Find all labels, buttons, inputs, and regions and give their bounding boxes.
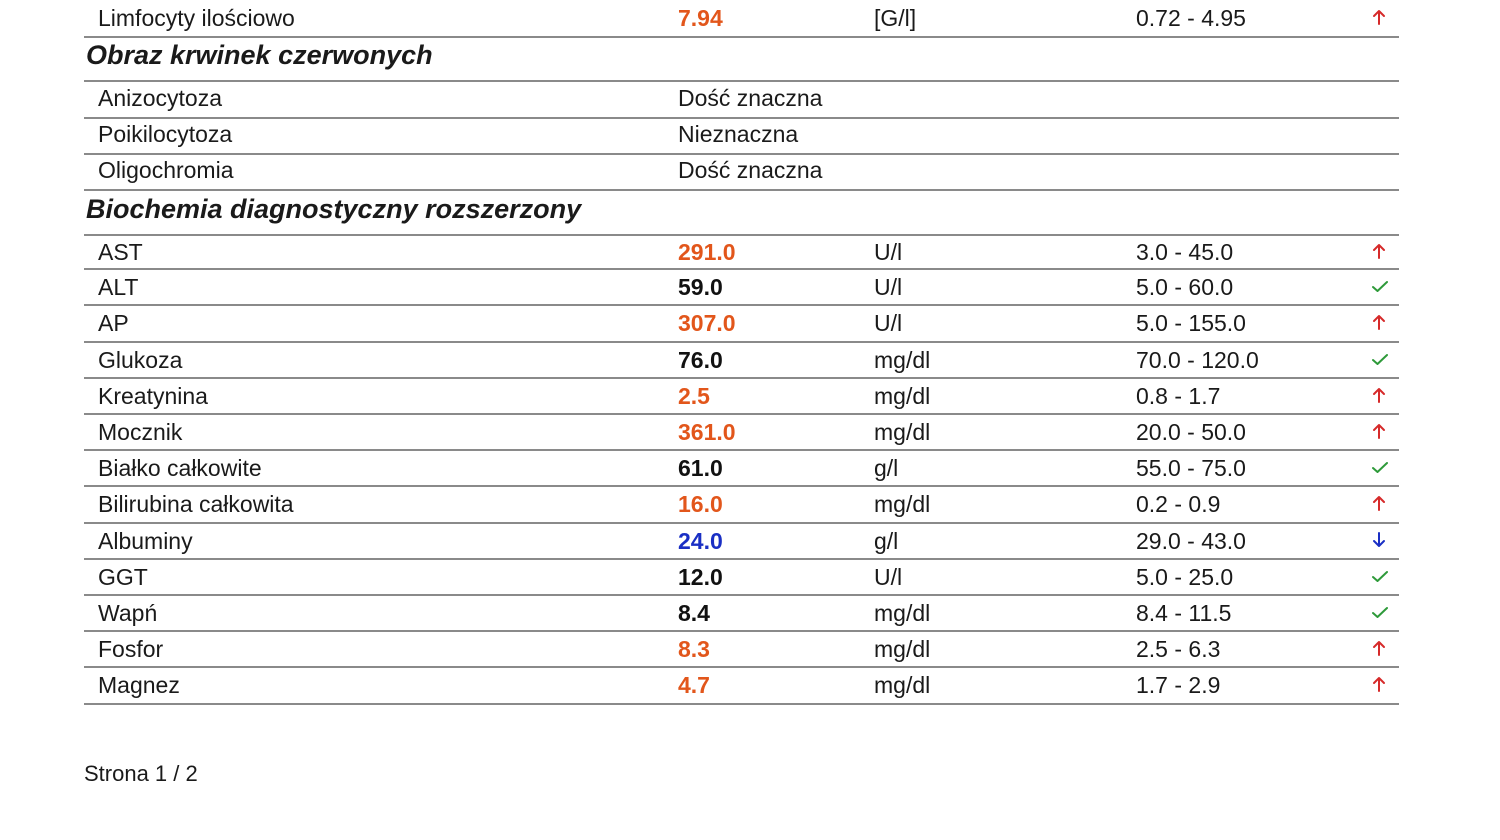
- test-name: Limfocyty ilościowo: [98, 5, 295, 31]
- test-value: 59.0: [678, 274, 723, 300]
- test-value: 76.0: [678, 347, 723, 373]
- test-result: Dość znaczna: [678, 85, 823, 111]
- result-row: Albuminy 24.0 g/l 29.0 - 43.0: [84, 524, 1399, 560]
- test-unit: [G/l]: [874, 5, 917, 31]
- test-name: GGT: [98, 564, 148, 590]
- test-value: 24.0: [678, 528, 723, 554]
- test-reference-range: 20.0 - 50.0: [1136, 419, 1246, 445]
- section-title-biochemistry: Biochemia diagnostyczny rozszerzony: [86, 194, 582, 224]
- test-unit: g/l: [874, 528, 899, 554]
- test-name: Oligochromia: [98, 157, 234, 183]
- test-reference-range: 5.0 - 60.0: [1136, 274, 1234, 300]
- result-row: AP 307.0 U/l 5.0 - 155.0: [84, 306, 1399, 343]
- test-value: 16.0: [678, 491, 723, 517]
- test-unit: g/l: [874, 455, 899, 481]
- test-reference-range: 5.0 - 155.0: [1136, 310, 1246, 336]
- arrow-up-icon: [1372, 422, 1386, 440]
- test-reference-range: 29.0 - 43.0: [1136, 528, 1246, 554]
- result-row: Glukoza 76.0 mg/dl 70.0 - 120.0: [84, 343, 1399, 379]
- result-row: GGT 12.0 U/l 5.0 - 25.0: [84, 560, 1399, 596]
- test-unit: U/l: [874, 564, 903, 590]
- test-name: Fosfor: [98, 636, 164, 662]
- rbc-row: Oligochromia Dość znaczna: [84, 153, 1399, 191]
- test-value: 4.7: [678, 672, 710, 698]
- test-unit: U/l: [874, 274, 903, 300]
- check-icon: [1372, 277, 1388, 295]
- test-unit: mg/dl: [874, 672, 931, 698]
- test-reference-range: 55.0 - 75.0: [1136, 455, 1246, 481]
- test-reference-range: 5.0 - 25.0: [1136, 564, 1234, 590]
- test-reference-range: 3.0 - 45.0: [1136, 239, 1234, 265]
- test-name: Magnez: [98, 672, 180, 698]
- result-row: Bilirubina całkowita 16.0 mg/dl 0.2 - 0.9: [84, 487, 1399, 524]
- section-title-rbc: Obraz krwinek czerwonych: [86, 40, 433, 70]
- test-unit: mg/dl: [874, 491, 931, 517]
- page-number: Strona 1 / 2: [84, 761, 198, 786]
- result-row: Magnez 4.7 mg/dl 1.7 - 2.9: [84, 668, 1399, 705]
- arrow-up-icon: [1372, 242, 1386, 260]
- result-row: Fosfor 8.3 mg/dl 2.5 - 6.3: [84, 632, 1399, 668]
- check-icon: [1372, 567, 1388, 585]
- test-name: Poikilocytoza: [98, 121, 233, 147]
- test-value: 307.0: [678, 310, 736, 336]
- test-reference-range: 0.8 - 1.7: [1136, 383, 1221, 409]
- test-name: Albuminy: [98, 528, 193, 554]
- result-row-limfocyty: Limfocyty ilościowo 7.94 [G/l] 0.72 - 4.…: [84, 0, 1399, 38]
- arrow-down-icon: [1372, 531, 1386, 549]
- test-result: Nieznaczna: [678, 121, 799, 147]
- test-name: AST: [98, 239, 143, 265]
- test-value: 8.3: [678, 636, 710, 662]
- test-reference-range: 0.2 - 0.9: [1136, 491, 1221, 517]
- rbc-row: Poikilocytoza Nieznaczna: [84, 117, 1399, 155]
- test-value: 8.4: [678, 600, 710, 626]
- test-result: Dość znaczna: [678, 157, 823, 183]
- check-icon: [1372, 458, 1388, 476]
- test-reference-range: 0.72 - 4.95: [1136, 5, 1246, 31]
- arrow-up-icon: [1372, 675, 1386, 693]
- test-unit: U/l: [874, 310, 903, 336]
- arrow-up-icon: [1372, 8, 1386, 26]
- arrow-up-icon: [1372, 494, 1386, 512]
- test-unit: U/l: [874, 239, 903, 265]
- arrow-up-icon: [1372, 313, 1386, 331]
- check-icon: [1372, 350, 1388, 368]
- test-value: 7.94: [678, 5, 723, 31]
- test-unit: mg/dl: [874, 347, 931, 373]
- test-name: Anizocytoza: [98, 85, 223, 111]
- test-name: Glukoza: [98, 347, 183, 373]
- result-row: AST 291.0 U/l 3.0 - 45.0: [84, 234, 1399, 270]
- test-reference-range: 8.4 - 11.5: [1136, 600, 1232, 626]
- result-row: Białko całkowite 61.0 g/l 55.0 - 75.0: [84, 451, 1399, 487]
- result-row: Wapń 8.4 mg/dl 8.4 - 11.5: [84, 596, 1399, 632]
- test-value: 291.0: [678, 239, 736, 265]
- arrow-up-icon: [1372, 386, 1386, 404]
- test-name: Mocznik: [98, 419, 183, 445]
- result-row: ALT 59.0 U/l 5.0 - 60.0: [84, 270, 1399, 306]
- check-icon: [1372, 603, 1388, 621]
- test-name: Kreatynina: [98, 383, 208, 409]
- result-row: Mocznik 361.0 mg/dl 20.0 - 50.0: [84, 415, 1399, 451]
- test-unit: mg/dl: [874, 383, 931, 409]
- rbc-row: Anizocytoza Dość znaczna: [84, 80, 1399, 119]
- test-name: AP: [98, 310, 129, 336]
- test-unit: mg/dl: [874, 419, 931, 445]
- test-reference-range: 2.5 - 6.3: [1136, 636, 1221, 662]
- test-unit: mg/dl: [874, 600, 931, 626]
- test-name: Białko całkowite: [98, 455, 262, 481]
- test-name: Wapń: [98, 600, 158, 626]
- test-name: Bilirubina całkowita: [98, 491, 294, 517]
- test-value: 61.0: [678, 455, 723, 481]
- test-value: 12.0: [678, 564, 723, 590]
- test-reference-range: 70.0 - 120.0: [1136, 347, 1259, 373]
- test-name: ALT: [98, 274, 139, 300]
- test-unit: mg/dl: [874, 636, 931, 662]
- test-reference-range: 1.7 - 2.9: [1136, 672, 1221, 698]
- test-value: 2.5: [678, 383, 710, 409]
- arrow-up-icon: [1372, 639, 1386, 657]
- result-row: Kreatynina 2.5 mg/dl 0.8 - 1.7: [84, 379, 1399, 415]
- test-value: 361.0: [678, 419, 736, 445]
